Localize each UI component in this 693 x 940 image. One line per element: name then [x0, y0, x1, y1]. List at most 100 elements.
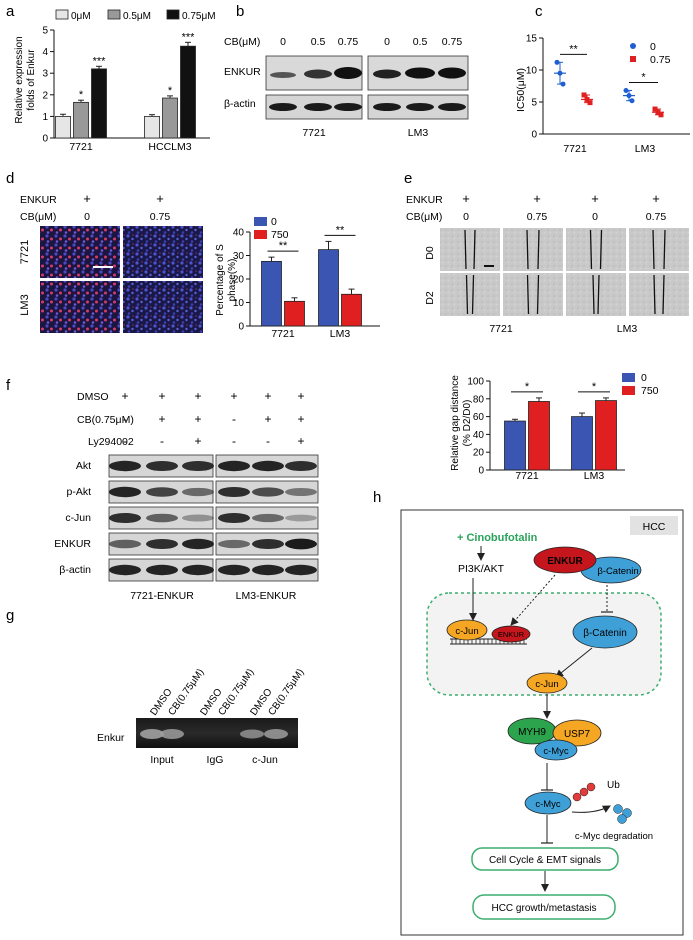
growth-box [472, 894, 616, 920]
band [218, 460, 250, 472]
data-point [554, 59, 560, 65]
micrograph [40, 281, 120, 333]
significance: * [525, 381, 530, 393]
blot-b-cell-lm3: LM3 [408, 127, 429, 139]
chart-a-expression: Relative expression folds of Enkur 0 1 2 3 4… [14, 9, 216, 153]
band [182, 564, 214, 576]
chart-e-legend-750: 750 [641, 385, 659, 397]
scratch-image [440, 228, 500, 271]
band [182, 460, 214, 472]
scratch-image [629, 273, 689, 316]
treatment-mark: + [194, 389, 201, 403]
significance: * [168, 85, 173, 97]
panel-label-d: d [6, 170, 14, 187]
chart-d-legend-750: 750 [271, 229, 289, 241]
band [146, 513, 178, 523]
blot-b-dose-3: 0.75 [338, 36, 359, 48]
legend-label-075uM: 0.75μM [182, 11, 216, 22]
hcc-label: HCC [643, 521, 666, 533]
panel-d-row-7721: 7721 [19, 240, 31, 264]
y-tick-label: 0 [478, 466, 484, 477]
band [109, 460, 141, 472]
chart-e-category-7721: 7721 [515, 470, 539, 482]
band [146, 564, 178, 576]
band [252, 513, 284, 523]
y-tick-label: 3 [42, 69, 48, 80]
gel-group-igg: IgG [207, 754, 224, 766]
legend-swatch-750 [622, 386, 635, 395]
band [146, 487, 178, 497]
y-tick-label: 80 [473, 394, 485, 405]
treatment-mark: - [160, 434, 164, 448]
blot-b-dose-5: 0.5 [413, 36, 428, 48]
panel-e-dose-3: 0 [592, 211, 598, 223]
data-point [584, 96, 590, 102]
y-tick-label: 100 [467, 377, 484, 388]
blot-f-row-pakt: p-Akt [66, 486, 91, 498]
y-tick-label: 1 [42, 112, 48, 123]
significance: ** [336, 224, 345, 236]
band [285, 488, 317, 496]
myh9-label: MYH9 [518, 727, 546, 738]
nuclear-enkur: ENKUR [498, 630, 525, 639]
blot-f-row-akt: Akt [76, 460, 91, 472]
treatment-mark: - [123, 434, 127, 448]
legend-label-05uM: 0.5μM [123, 11, 151, 22]
treatment-mark: + [264, 389, 271, 403]
cmyc-label: c-Myc [535, 799, 561, 810]
panel-d-enkur-label: ENKUR [20, 194, 57, 206]
growth-label: HCC growth/metastasis [491, 903, 596, 914]
legend-swatch-0 [622, 373, 635, 382]
usp7-label: USP7 [564, 729, 591, 740]
bar [284, 300, 305, 327]
diagram-h: HCC + Cinobufotalin PI3K/AKT β-Catenin E… [400, 509, 684, 936]
chart-e-gap-distance: Relative gap distance (% D2/D0) 0 20 40 60 8… [450, 372, 659, 482]
chart-d-ylabel-line1: Percentage of S [215, 244, 226, 316]
band [285, 460, 317, 472]
band [182, 538, 214, 550]
band [252, 460, 284, 472]
band [182, 487, 214, 497]
significance: ** [279, 240, 288, 252]
treatment-mark: - [232, 434, 236, 448]
scratch-image [629, 228, 689, 271]
bar [571, 416, 593, 471]
panel-d-plus-1: + [83, 191, 91, 206]
chart-d-category-7721: 7721 [271, 328, 295, 340]
panel-d-images: ENKUR + + CB(μM) 0 0.75 7721 LM3 [19, 191, 203, 333]
bar [504, 420, 526, 471]
treatment-mark: + [158, 389, 165, 403]
panel-e-dose-1: 0 [463, 211, 469, 223]
significance: * [641, 71, 646, 83]
band [146, 460, 178, 472]
gel-g: DMSO CB(0.75μM) DMSO CB(0.75μM) DMSO CB(… [97, 667, 306, 766]
treatment-mark: + [297, 389, 304, 403]
data-point [581, 92, 587, 98]
band [252, 538, 284, 550]
blot-b-row-actin: β-actin [224, 98, 256, 110]
chart-c-category-lm3: LM3 [635, 143, 656, 155]
bar [261, 260, 282, 327]
micrograph [40, 226, 120, 278]
panel-label-e: e [404, 170, 412, 187]
y-tick-label: 5 [531, 98, 537, 109]
complex-enkur: ENKUR [547, 556, 583, 567]
legend-swatch-075uM [166, 9, 180, 20]
complex-beta-catenin: β-Catenin [597, 566, 638, 577]
legend-swatch-0 [254, 217, 267, 226]
panel-d-row-lm3: LM3 [19, 294, 31, 315]
scratch-image [566, 273, 626, 316]
chart-a-ylabel-line2: folds of Enkur [26, 49, 37, 111]
y-tick-label: 40 [473, 430, 485, 441]
band [334, 67, 362, 79]
band [109, 512, 141, 524]
bar [55, 116, 71, 139]
scratch-edge [471, 274, 475, 315]
y-tick-label: 0 [531, 130, 537, 141]
blot-f-treatment-dmso: DMSO [77, 391, 109, 403]
hcc-tag [630, 516, 678, 535]
data-point [587, 100, 593, 106]
band [182, 514, 214, 522]
bar [595, 400, 617, 471]
